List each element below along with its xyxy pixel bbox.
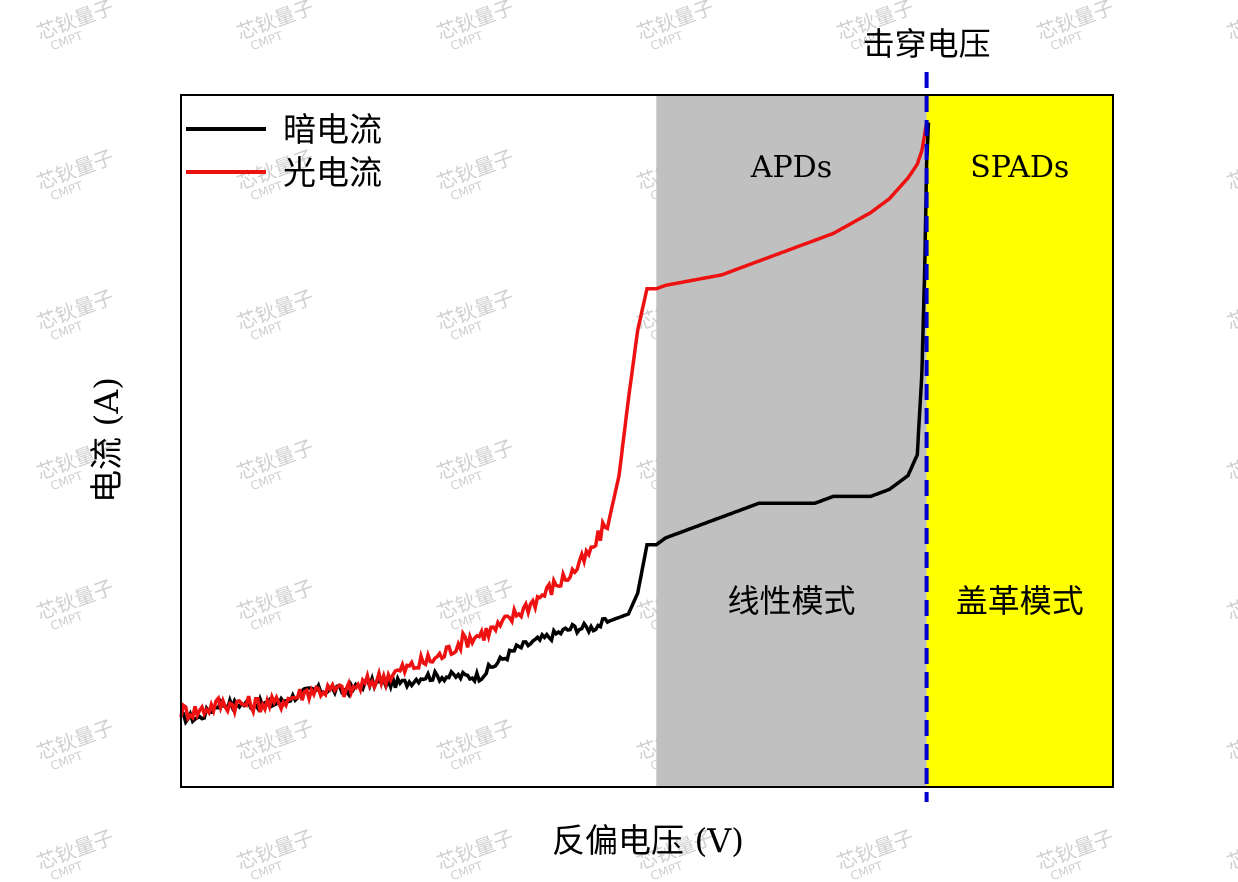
apd-region-label: APDs <box>750 150 832 185</box>
plot-frame <box>180 94 1114 788</box>
legend-photo-current-label: 光电流 <box>283 153 382 192</box>
spad-region <box>926 95 1113 787</box>
geiger-mode-label: 盖革模式 <box>956 582 1084 620</box>
photo-current-line <box>179 122 929 723</box>
watermark-text: 芯钬量子 <box>1224 0 1238 45</box>
watermark-text: 芯钬量子 <box>1224 285 1238 335</box>
watermark-text: 芯钬量子 <box>1224 145 1238 195</box>
watermark-text: 芯钬量子 <box>1224 435 1238 485</box>
x-axis-label: 反偏电压 (V) <box>552 821 744 860</box>
linear-mode-label: 线性模式 <box>727 582 855 620</box>
breakdown-voltage-label: 击穿电压 <box>863 25 991 63</box>
apd-region <box>656 95 927 787</box>
spad-region-label: SPADs <box>970 150 1069 185</box>
watermark-text: 芯钬量子 <box>1224 575 1238 625</box>
y-axis-label: 电流 (A) <box>87 377 126 503</box>
legend-dark-current-label: 暗电流 <box>283 110 382 149</box>
watermark-text: 芯钬量子 <box>1224 825 1238 875</box>
watermark-text: 芯钬量子 <box>1224 715 1238 765</box>
legend: 暗电流 光电流 <box>186 110 382 192</box>
